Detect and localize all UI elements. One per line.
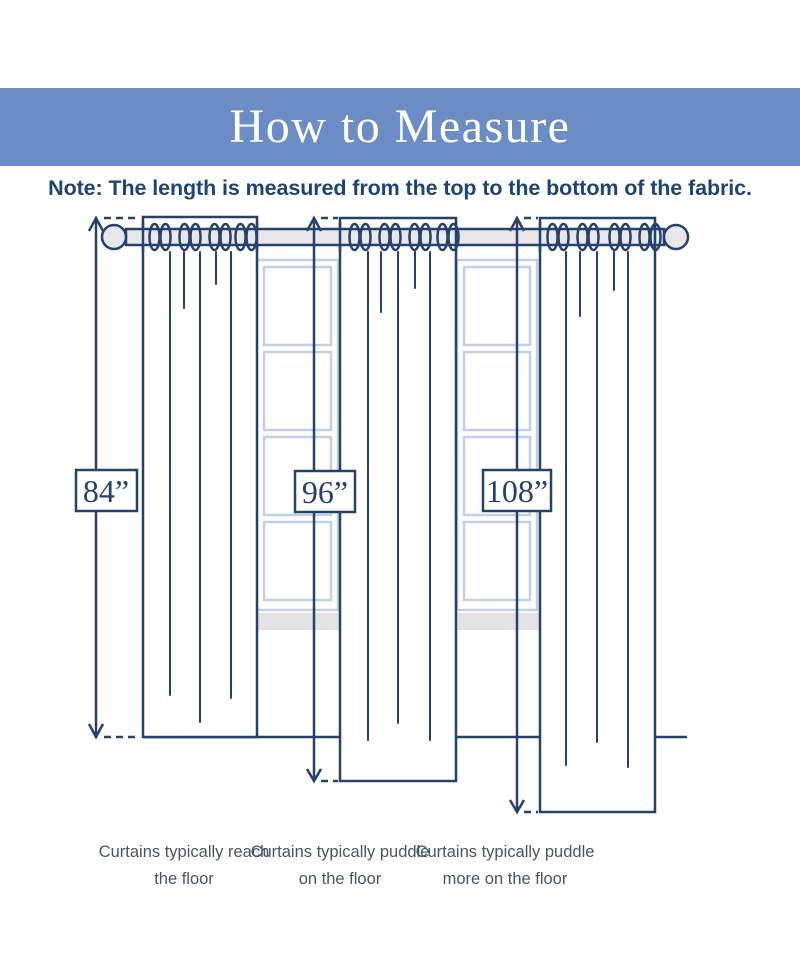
measurement-label-box-108 — [481, 468, 553, 513]
measurement-label-box-84 — [74, 468, 139, 513]
measurement-label-box-96 — [293, 469, 357, 514]
page-title: How to Measure — [229, 100, 571, 153]
measurement-label-108: 108” — [486, 473, 548, 509]
caption-96-line1: Curtains typically puddle — [250, 843, 430, 861]
curtain-rings — [148, 222, 662, 252]
caption-84: Curtains typically reach the floor — [84, 839, 284, 893]
measurement-label-96: 96” — [302, 474, 348, 510]
caption-108-line1: Curtains typically puddle — [415, 843, 595, 861]
window-right — [455, 258, 539, 612]
curtain-rod — [100, 223, 690, 251]
curtain-folds — [169, 251, 629, 768]
caption-108: Curtains typically puddle more on the fl… — [405, 839, 605, 893]
banner: How to Measure — [0, 88, 800, 166]
window-sill-right — [452, 613, 545, 630]
caption-84-line2: the floor — [154, 870, 214, 888]
window-sill-left — [252, 613, 347, 630]
caption-84-line1: Curtains typically reach — [98, 843, 270, 861]
measurement-label-84: 84” — [83, 473, 129, 509]
measurement-arrow-108 — [508, 215, 538, 815]
caption-96-line2: on the floor — [298, 870, 382, 888]
rod-finial-left — [100, 223, 128, 251]
rod-finial-right — [662, 223, 690, 251]
caption-108-line2: more on the floor — [442, 870, 568, 888]
note-text: Note: The length is measured from the to… — [48, 175, 752, 200]
caption-96: Curtains typically puddle on the floor — [240, 839, 440, 893]
window-left — [255, 258, 340, 612]
